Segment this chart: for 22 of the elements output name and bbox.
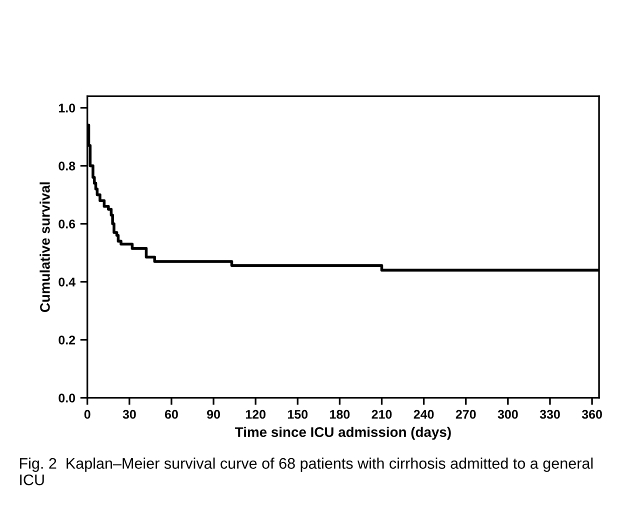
x-tick-label: 330 xyxy=(540,410,560,419)
x-tick-label: 360 xyxy=(582,410,602,419)
y-tick-label: 0.2 xyxy=(58,336,76,344)
x-tick-label: 270 xyxy=(456,410,476,419)
x-tick-label: 300 xyxy=(498,410,518,419)
x-tick-label: 90 xyxy=(207,410,220,419)
x-tick-label: 180 xyxy=(330,410,350,419)
x-tick-label: 210 xyxy=(372,410,392,419)
y-tick-label: 1.0 xyxy=(58,104,76,112)
y-tick-label: 0.4 xyxy=(58,278,76,286)
x-tick-label: 30 xyxy=(122,410,136,419)
x-tick-label: 120 xyxy=(246,410,266,419)
x-tick-label: 60 xyxy=(164,410,178,419)
y-tick-label: 0.8 xyxy=(58,162,76,170)
x-tick-label: 0 xyxy=(84,410,90,419)
x-tick-label: 150 xyxy=(288,410,308,419)
y-tick-label: 0.6 xyxy=(58,220,76,228)
caption: Fig. 2 Kaplan–Meier survival curve of 68 patients with cirrhosis admitted to a general ICU xyxy=(20,458,593,486)
x-axis-title: Time since ICU admission (days) xyxy=(235,426,451,440)
y-tick-label: 0.0 xyxy=(58,394,76,402)
y-axis-title: Cumulative survival xyxy=(40,182,50,312)
x-tick-label: 240 xyxy=(414,410,434,419)
